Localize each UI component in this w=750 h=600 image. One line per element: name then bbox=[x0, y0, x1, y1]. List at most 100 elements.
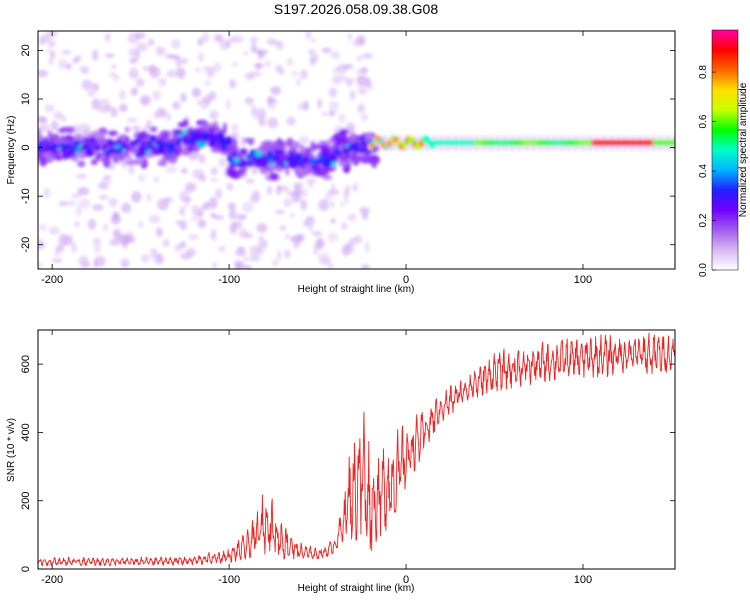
spectrogram-cell bbox=[308, 224, 314, 232]
spectrogram-cell bbox=[311, 38, 316, 44]
spectrogram-cell bbox=[255, 157, 262, 162]
spectrogram-cell bbox=[97, 106, 110, 114]
spectrogram-cell bbox=[70, 148, 75, 155]
spectrogram-cell bbox=[231, 81, 238, 88]
spectrogram-cell bbox=[103, 174, 112, 180]
spectrogram-cell bbox=[301, 164, 306, 168]
spectrogram-cell bbox=[249, 36, 259, 44]
spectrogram-cell bbox=[92, 83, 99, 92]
spectrogram-cell bbox=[339, 202, 345, 207]
spectrogram-cell bbox=[263, 159, 267, 165]
spectrogram-cell bbox=[265, 153, 273, 161]
spectrogram-cell bbox=[108, 130, 118, 137]
spectrogram-cell bbox=[331, 188, 339, 196]
spectrogram-cell bbox=[270, 86, 282, 95]
spectrogram-y-ticks: -20 -10 0 10 20 bbox=[20, 44, 675, 253]
y-tick-label: 400 bbox=[20, 423, 32, 441]
spectrogram-cell bbox=[360, 156, 371, 164]
spectrogram-cell bbox=[38, 144, 43, 152]
spectrogram-cell bbox=[126, 117, 139, 123]
snr-x-axis-label: Height of straight line (km) bbox=[298, 583, 415, 594]
spectrogram-cell bbox=[226, 155, 232, 163]
spectrogram-cell bbox=[298, 102, 303, 111]
spectrogram-cell bbox=[274, 209, 285, 215]
spectrogram-cell bbox=[300, 136, 310, 145]
spectrogram-cell bbox=[209, 137, 216, 145]
spectrogram-cell bbox=[179, 224, 188, 230]
spectrogram-cell bbox=[79, 123, 91, 134]
spectrogram-cell bbox=[262, 239, 268, 249]
spectrogram-cell bbox=[291, 192, 302, 203]
spectrogram-cell bbox=[234, 250, 247, 257]
spectrogram-cell bbox=[48, 226, 60, 235]
spectrogram-cell bbox=[77, 186, 90, 196]
spectrogram-cell bbox=[121, 202, 132, 214]
spectrogram-cell bbox=[109, 163, 115, 171]
spectrogram-cell bbox=[210, 229, 217, 241]
spectrogram-cell bbox=[249, 245, 261, 256]
spectrogram-cell bbox=[315, 237, 325, 250]
spectrogram-cell bbox=[223, 122, 227, 129]
spectrogram-cell bbox=[135, 78, 145, 88]
spectrogram-cell bbox=[127, 159, 136, 166]
y-tick-label: 0 bbox=[20, 566, 32, 572]
spectrogram-cell bbox=[284, 249, 291, 259]
spectrogram-cell bbox=[295, 156, 303, 162]
spectrogram-cell bbox=[156, 51, 165, 57]
spectrogram-cell bbox=[219, 39, 228, 51]
spectrogram-cell bbox=[138, 174, 146, 182]
spectrogram-cell bbox=[124, 126, 130, 133]
spectrogram-cell bbox=[227, 202, 236, 210]
spectrogram-cell bbox=[177, 57, 189, 65]
x-tick-label: -100 bbox=[218, 574, 240, 586]
spectrogram-cell bbox=[52, 149, 59, 155]
spectrogram-cell bbox=[330, 51, 341, 60]
spectrogram-cell bbox=[234, 261, 243, 269]
spectrogram-cell bbox=[330, 201, 335, 209]
spectrogram-cell bbox=[92, 203, 104, 212]
x-tick-label: -100 bbox=[218, 274, 240, 286]
spectrogram-cell bbox=[94, 144, 102, 151]
spectrogram-cell bbox=[50, 50, 56, 59]
spectrogram-cell bbox=[38, 116, 48, 124]
spectrogram-cell bbox=[209, 110, 219, 120]
spectrogram-cell bbox=[113, 229, 121, 241]
spectrogram-cell bbox=[208, 127, 216, 133]
spectrogram-cell bbox=[50, 120, 59, 131]
spectrogram-cell bbox=[172, 101, 181, 110]
spectrogram-cell bbox=[206, 67, 216, 78]
spectrogram-cell bbox=[48, 146, 54, 153]
spectrogram-cell bbox=[60, 115, 68, 122]
spectrogram-cell bbox=[289, 162, 298, 169]
spectrogram-cell bbox=[349, 248, 355, 254]
spectrogram-cell bbox=[197, 141, 206, 148]
spectrogram-cell bbox=[302, 100, 309, 112]
spectrogram-cell bbox=[360, 67, 369, 74]
spectrogram-cell bbox=[89, 142, 94, 147]
spectrogram-cell bbox=[54, 250, 60, 256]
spectrogram-cell bbox=[166, 69, 179, 78]
spectrogram-cell bbox=[279, 69, 285, 75]
spectrogram-cell bbox=[272, 154, 277, 162]
spectrogram-cell bbox=[188, 234, 200, 241]
spectrogram-cell bbox=[244, 72, 255, 81]
spectrogram-cell bbox=[359, 147, 364, 153]
spectrogram-cell bbox=[61, 237, 73, 246]
colorbar-tick-label: 0.0 bbox=[698, 263, 709, 277]
spectrogram-cell bbox=[300, 69, 308, 80]
y-tick-label: 600 bbox=[20, 355, 32, 373]
spectrogram-cell bbox=[181, 167, 188, 174]
spectrogram-cell bbox=[142, 66, 153, 71]
spectrogram-cell bbox=[257, 51, 264, 60]
spectrogram-cell bbox=[101, 145, 110, 150]
spectrogram-cell bbox=[184, 182, 197, 193]
spectrogram-cell bbox=[137, 147, 144, 155]
colorbar-gradient bbox=[712, 30, 738, 270]
spectrogram-cell bbox=[318, 252, 330, 263]
spectrogram-cell bbox=[321, 169, 329, 175]
spectrogram-cell bbox=[97, 137, 108, 145]
spectrogram-cell bbox=[349, 133, 358, 141]
spectrogram-cell bbox=[671, 140, 675, 146]
spectrogram-cell bbox=[243, 51, 249, 56]
